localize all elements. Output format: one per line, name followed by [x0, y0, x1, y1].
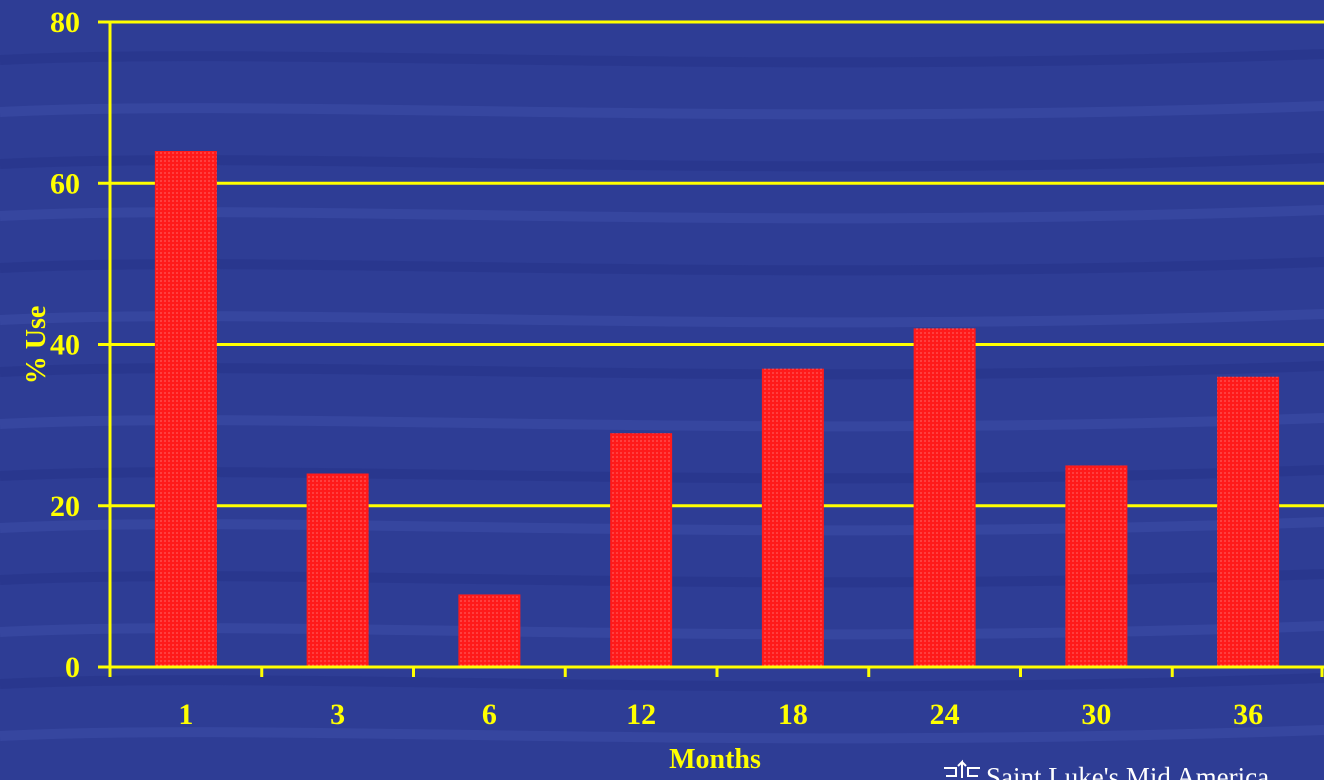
- bar: [761, 368, 824, 667]
- wave-line: [0, 517, 1324, 536]
- brand-text: Saint Luke's Mid America: [986, 762, 1269, 780]
- x-tick-label: 36: [1233, 698, 1263, 731]
- wave-line: [0, 361, 1324, 380]
- wave-line: [0, 725, 1324, 744]
- wave-line: [0, 101, 1324, 120]
- y-tick-label: 40: [50, 329, 80, 362]
- bar: [1065, 465, 1128, 667]
- y-axis-title: % Use: [21, 306, 52, 385]
- bar: [458, 594, 521, 667]
- background-waves: [0, 49, 1324, 744]
- x-tick-label: 30: [1081, 698, 1111, 731]
- x-tick-labels: 1 3 6 12 18 24 30 36: [178, 698, 1263, 731]
- x-tick-label: 18: [778, 698, 808, 731]
- wave-line: [0, 257, 1324, 276]
- bars: [154, 151, 1280, 667]
- wave-line: [0, 153, 1324, 172]
- wave-line: [0, 205, 1324, 224]
- x-tick-label: 1: [178, 698, 193, 731]
- x-tick-label: 6: [482, 698, 497, 731]
- bar: [913, 328, 976, 667]
- x-axis-title: Months: [669, 744, 761, 775]
- bar: [1217, 376, 1280, 667]
- branding: Saint Luke's Mid America: [944, 759, 1269, 780]
- logo-icon: [944, 759, 980, 778]
- wave-line: [0, 309, 1324, 328]
- axes: [108, 22, 1324, 677]
- bar: [306, 473, 369, 667]
- wave-line: [0, 413, 1324, 432]
- wave-line: [0, 673, 1324, 692]
- y-tick-label: 20: [50, 490, 80, 523]
- y-tick-labels: 0 20 40 60 80: [50, 6, 80, 684]
- x-tick-label: 12: [626, 698, 656, 731]
- wave-line: [0, 621, 1324, 640]
- x-tick-label: 3: [330, 698, 345, 731]
- y-tick-label: 0: [65, 651, 80, 684]
- bar: [154, 151, 217, 667]
- bar: [610, 433, 673, 667]
- wave-line: [0, 465, 1324, 484]
- x-tick-label: 24: [930, 698, 960, 731]
- wave-line: [0, 49, 1324, 68]
- wave-line: [0, 569, 1324, 588]
- y-tick-label: 80: [50, 6, 80, 39]
- y-tick-label: 60: [50, 167, 80, 200]
